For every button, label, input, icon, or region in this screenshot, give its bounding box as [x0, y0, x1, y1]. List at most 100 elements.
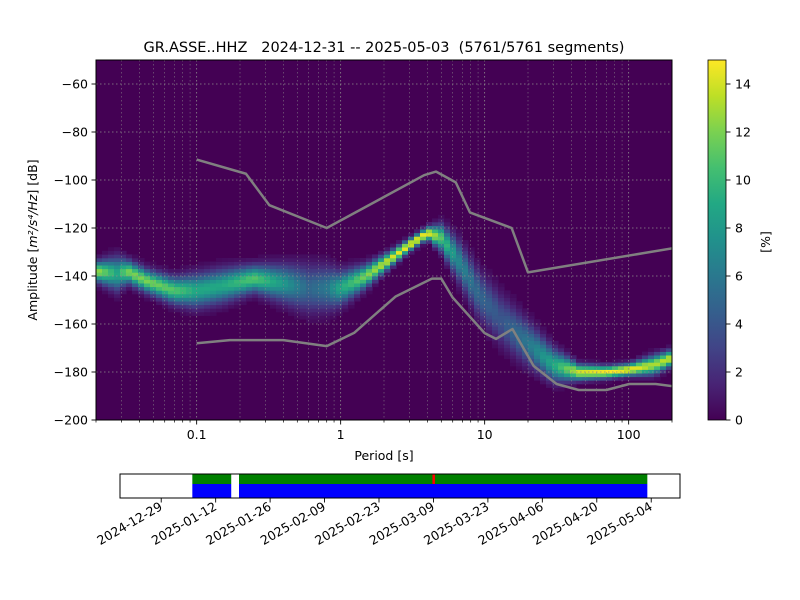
- timeline-frame: [119, 473, 681, 499]
- psd-coverage-span: [192, 474, 232, 484]
- heatmap-cell: [564, 358, 571, 363]
- heatmap-cell: [564, 355, 571, 360]
- heatmap-cell: [162, 279, 169, 284]
- heatmap-cell: [324, 268, 331, 273]
- heatmap-cell: [522, 308, 529, 313]
- heatmap-cell: [594, 358, 601, 363]
- heatmap-cell: [582, 373, 589, 378]
- heatmap-cell: [96, 268, 103, 273]
- heatmap-cell: [312, 294, 319, 298]
- heatmap-cell: [372, 254, 379, 259]
- heatmap-cell: [282, 301, 289, 306]
- heatmap-cell: [234, 261, 241, 266]
- colorbar-tick-label: 14: [735, 77, 751, 92]
- heatmap-cell: [510, 301, 517, 306]
- heatmap-cell: [510, 333, 517, 338]
- heatmap-cell: [108, 294, 115, 298]
- heatmap-cell: [306, 304, 313, 309]
- heatmap-cell: [318, 290, 325, 295]
- heatmap-cell: [516, 358, 523, 363]
- heatmap-cell: [654, 355, 661, 360]
- heatmap-cell: [324, 276, 331, 280]
- heatmap-cell: [444, 232, 451, 237]
- heatmap-cell: [222, 304, 229, 309]
- heatmap-cell: [294, 304, 301, 309]
- heatmap-cell: [414, 247, 421, 252]
- heatmap-cell: [666, 366, 672, 370]
- heatmap-cell: [462, 243, 469, 248]
- heatmap-cell: [450, 258, 457, 262]
- heatmap-cell: [510, 294, 517, 298]
- heatmap-cell: [564, 369, 571, 374]
- heatmap-cell: [498, 294, 505, 298]
- heatmap-cell: [258, 265, 265, 270]
- heatmap-cell: [96, 258, 103, 262]
- heatmap-cell: [138, 286, 145, 291]
- heatmap-cell: [378, 254, 385, 259]
- heatmap-cell: [306, 268, 313, 273]
- heatmap-cell: [306, 276, 313, 280]
- heatmap-cell: [408, 236, 415, 241]
- heatmap-cell: [324, 258, 331, 262]
- heatmap-cell: [522, 326, 529, 331]
- heatmap-cell: [300, 290, 307, 295]
- heatmap-cell: [438, 232, 445, 237]
- grid-lines: [95, 60, 673, 421]
- heatmap-cell: [516, 326, 523, 331]
- heatmap-cell: [282, 297, 289, 302]
- heatmap-cell: [276, 258, 283, 262]
- heatmap-cell: [282, 268, 289, 273]
- heatmap-cell: [234, 301, 241, 306]
- heatmap-cell: [132, 265, 139, 270]
- heatmap-cell: [504, 326, 511, 331]
- heatmap-cell: [510, 337, 517, 342]
- heatmap-cell: [102, 258, 109, 262]
- heatmap-cell: [480, 308, 487, 313]
- heatmap-cell: [276, 276, 283, 280]
- heatmap-cell: [228, 258, 235, 262]
- heatmap-cell: [564, 380, 571, 385]
- heatmap-cell: [450, 268, 457, 273]
- heatmap-cell: [666, 351, 672, 356]
- heatmap-cell: [198, 265, 205, 270]
- heatmap-cell: [606, 380, 613, 385]
- heatmap-cell: [210, 304, 217, 309]
- heatmap-cell: [558, 369, 565, 374]
- heatmap-cell: [186, 304, 193, 309]
- heatmap-cell: [258, 272, 265, 277]
- heatmap-cell: [348, 283, 355, 288]
- heatmap-cell: [342, 272, 349, 277]
- heatmap-cell: [186, 268, 193, 273]
- heatmap-cell: [468, 247, 475, 252]
- heatmap-cell: [450, 247, 457, 252]
- heatmap-cell: [606, 373, 613, 378]
- heatmap-cell: [450, 254, 457, 259]
- heatmap-cell: [468, 279, 475, 284]
- heatmap-cell: [522, 330, 529, 334]
- heatmap-cell: [426, 240, 433, 244]
- heatmap-cell: [168, 272, 175, 277]
- heatmap-cell: [384, 254, 391, 259]
- heatmap-cell: [174, 308, 181, 313]
- heatmap-cell: [492, 333, 499, 338]
- heatmap-cell: [354, 283, 361, 288]
- heatmap-cell: [438, 243, 445, 248]
- heatmap-cell: [162, 286, 169, 291]
- heatmap-cell: [312, 276, 319, 280]
- heatmap-cell: [234, 279, 241, 284]
- heatmap-cell: [504, 315, 511, 320]
- heatmap-cell: [528, 366, 535, 370]
- heatmap-cell: [390, 258, 397, 262]
- heatmap-cell: [312, 308, 319, 313]
- heatmap-cell: [330, 272, 337, 277]
- heatmap-cell: [522, 333, 529, 338]
- heatmap-cell: [396, 258, 403, 262]
- heatmap-cell: [618, 376, 625, 381]
- heatmap-cell: [540, 369, 547, 374]
- heatmap-cell: [378, 261, 385, 266]
- heatmap-cell: [156, 283, 163, 288]
- heatmap-cell: [306, 301, 313, 306]
- heatmap-cell: [456, 261, 463, 266]
- heatmap-cell: [384, 250, 391, 255]
- heatmap-cell: [294, 276, 301, 280]
